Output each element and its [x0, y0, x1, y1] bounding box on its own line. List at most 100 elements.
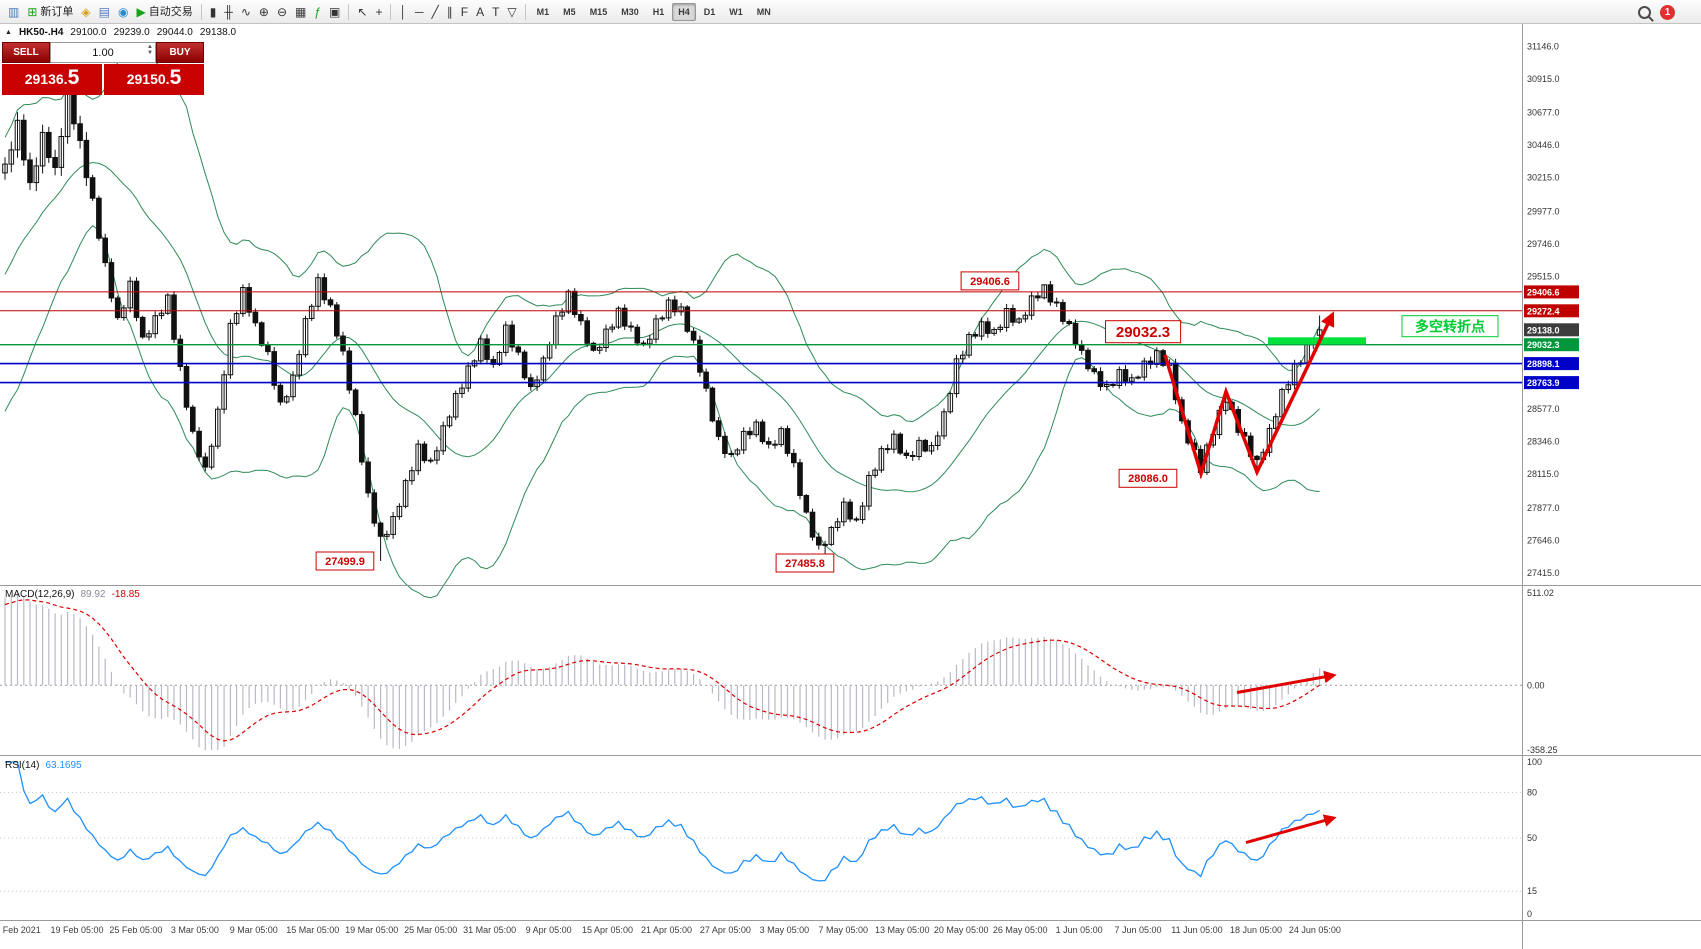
chart-price-label[interactable]: 27499.9: [315, 551, 375, 571]
time-axis-label: 25 Mar 05:00: [404, 925, 457, 935]
auto-trading-button[interactable]: ▶ 自动交易: [132, 3, 196, 21]
time-axis-label: 20 May 05:00: [934, 925, 989, 935]
macd-indicator-label: MACD(12,26,9) 89.92 -18.85: [5, 589, 140, 600]
timeframe-M5[interactable]: M5: [563, 6, 576, 17]
tile-windows-icon-glyph: ▦: [295, 4, 307, 19]
chart-shift-marker: ▲: [5, 29, 12, 36]
rsi-panel: 100 80 50 15 0: [0, 757, 1542, 919]
buy-price-display[interactable]: 29150. 5: [104, 64, 204, 95]
chart-window-icon[interactable]: ▥: [4, 3, 23, 21]
price-axis-label-highlighted-box: [1524, 357, 1579, 371]
deposit-icon[interactable]: ◈: [77, 3, 94, 21]
zoom-out-icon[interactable]: ⊖: [273, 3, 291, 21]
zoom-out-icon-glyph: ⊖: [276, 4, 288, 19]
volume-down-icon[interactable]: ▼: [147, 50, 153, 56]
time-axis-label: 7 Jun 05:00: [1114, 925, 1161, 935]
timeframe-D1[interactable]: D1: [703, 6, 716, 17]
accounts-icon[interactable]: ▤: [95, 3, 114, 21]
ohlc-bars-icon[interactable]: ╫: [220, 3, 237, 21]
time-axis-label: 18 Jun 05:00: [1230, 925, 1282, 935]
buy-button[interactable]: BUY: [156, 42, 204, 63]
new-order-button-label: 新订单: [40, 5, 74, 18]
new-order-button[interactable]: ⊞ 新订单: [23, 3, 77, 21]
toolbar-left-group: ▥ ⊞ 新订单 ◈ ▤ ◉ ▶ 自动交易 ▮ ╫ ∿ ⊕ ⊖ ▦ ƒ ▣ ↖ + │ ─ ╱ ∥ F A T ▽ M1 M5 M15 M3…: [4, 2, 778, 21]
candlestick-chart-icon[interactable]: ▮: [206, 3, 221, 21]
sell-price-pip: 5: [67, 66, 80, 89]
price-axis-label: 28346.0: [1527, 437, 1560, 447]
price-axis-label: 28577.0: [1527, 404, 1560, 414]
channel-icon[interactable]: ∥: [443, 3, 457, 21]
chart-price-label[interactable]: 29032.3: [1105, 320, 1182, 344]
price-axis-label: 27646.0: [1527, 535, 1560, 545]
timeframe-H4[interactable]: H4: [672, 2, 696, 21]
indicators-icon[interactable]: ƒ: [310, 3, 325, 21]
auto-trading-button-label: 自动交易: [148, 5, 193, 18]
volume-up-icon[interactable]: ▲: [147, 44, 153, 50]
chart-price-label[interactable]: 29406.6: [960, 271, 1020, 291]
text-icon[interactable]: A: [472, 3, 488, 21]
chart-price-label[interactable]: 27485.8: [775, 553, 835, 573]
timeframe-W1[interactable]: W1: [729, 6, 743, 17]
chart-objects-icon[interactable]: ▣: [325, 3, 344, 21]
bollinger-middle-band: [4, 161, 1320, 493]
horizontal-line-icon[interactable]: ─: [411, 3, 428, 21]
time-axis-label: 3 Mar 05:00: [171, 925, 219, 935]
candlestick-chart-icon-glyph: ▮: [209, 4, 217, 19]
turning-point-highlight-bar[interactable]: [1268, 337, 1366, 345]
trend-arrow-rsi[interactable]: [1245, 814, 1337, 845]
rsi-line: [5, 761, 1320, 882]
timeframe-M1[interactable]: M1: [536, 6, 550, 17]
timeframe-M15[interactable]: M15: [589, 6, 608, 17]
svg-text:28086.0: 28086.0: [1128, 473, 1168, 485]
buy-price-pip: 5: [169, 66, 182, 89]
price-axis-label: 29977.0: [1527, 206, 1560, 216]
volume-value: 1.00: [92, 46, 114, 59]
trend-arrow-main[interactable]: [1163, 311, 1335, 480]
chart-price-label[interactable]: 28086.0: [1118, 468, 1178, 488]
time-axis-label: 26 May 05:00: [993, 925, 1048, 935]
search-icon[interactable]: [1638, 5, 1651, 19]
timeframe-M30[interactable]: M30: [621, 6, 639, 17]
candle-wicks: [4, 74, 1321, 563]
price-axis-label-highlighted: 28898.1: [1527, 359, 1560, 369]
fibonacci-icon-glyph: F: [460, 4, 469, 19]
timeframe-MN[interactable]: MN: [756, 6, 771, 17]
zoom-in-icon[interactable]: ⊕: [255, 3, 273, 21]
timeframe-H1[interactable]: H1: [652, 6, 665, 17]
time-axis-label: 19 Feb 05:00: [50, 925, 103, 935]
sell-price-display[interactable]: 29136. 5: [2, 64, 102, 95]
trend-arrow-macd[interactable]: [1236, 670, 1337, 694]
volume-input[interactable]: 1.00 ▲ ▼: [50, 42, 156, 63]
label-icon[interactable]: T: [488, 3, 503, 21]
trendline-icon[interactable]: ╱: [427, 3, 442, 21]
community-icon[interactable]: ◉: [114, 3, 132, 21]
time-axis-label: 11 Jun 05:00: [1171, 925, 1222, 935]
svg-text:29032.3: 29032.3: [1116, 324, 1170, 341]
price-axis-label: 30215.0: [1527, 173, 1560, 183]
shapes-icon[interactable]: ▽: [503, 3, 520, 21]
accounts-icon-glyph: ▤: [98, 4, 110, 19]
time-axis: 1 Feb 2021 19 Feb 05:00 25 Feb 05:00 3 Mar …: [0, 925, 1341, 935]
toolbar-separator: [390, 3, 392, 20]
toolbar-right-group: 1: [1638, 0, 1675, 24]
time-axis-label: 9 Mar 05:00: [230, 925, 278, 935]
crosshair-icon[interactable]: +: [371, 3, 386, 21]
toolbar-separator: [348, 3, 350, 20]
notification-badge[interactable]: 1: [1660, 4, 1675, 20]
vertical-line-icon[interactable]: │: [395, 3, 411, 21]
bollinger-upper-band: [4, 54, 1321, 423]
time-axis-label: 3 May 05:00: [760, 925, 810, 935]
rsi-axis-label: 0: [1527, 909, 1532, 919]
sell-button[interactable]: SELL: [2, 42, 50, 63]
volume-steppers[interactable]: ▲ ▼: [147, 44, 153, 56]
price-axis-label: 30915.0: [1527, 74, 1560, 84]
turning-point-label[interactable]: 多空转折点: [1401, 315, 1499, 338]
symbol-info-bar: ▲ HK50-.H4 29100.0 29239.0 29044.0 29138…: [5, 27, 236, 38]
cursor-icon[interactable]: ↖: [353, 3, 371, 21]
fibonacci-icon[interactable]: F: [457, 3, 472, 21]
tile-windows-icon[interactable]: ▦: [291, 3, 310, 21]
line-chart-icon[interactable]: ∿: [237, 3, 255, 21]
main-toolbar: ▥ ⊞ 新订单 ◈ ▤ ◉ ▶ 自动交易 ▮ ╫ ∿ ⊕ ⊖ ▦ ƒ ▣ ↖ + │ ─ ╱ ∥ F A T ▽ M1 M5 M15 M3…: [0, 0, 1701, 24]
